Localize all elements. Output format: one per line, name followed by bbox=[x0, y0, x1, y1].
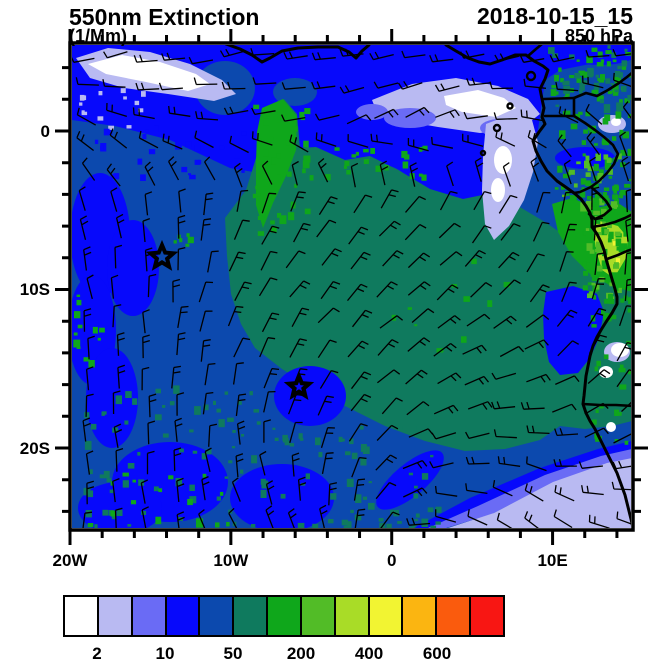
colorbar-cell bbox=[403, 597, 438, 635]
colorbar-cell bbox=[234, 597, 269, 635]
colorbar-cell bbox=[268, 597, 302, 635]
y-axis-tick-label: 20S bbox=[19, 439, 50, 458]
plot-units: (1/Mm) bbox=[69, 26, 127, 46]
colorbar-boundary-label: 400 bbox=[354, 644, 384, 663]
extinction-field bbox=[72, 45, 631, 528]
colorbar-cell bbox=[471, 597, 503, 635]
colorbar-cell bbox=[98, 597, 133, 635]
x-axis-tick-label: 10E bbox=[537, 551, 568, 570]
colorbar-boundary-label: 50 bbox=[223, 644, 243, 663]
y-axis-tick-label: 0 bbox=[40, 122, 50, 141]
colorbar-boundary-label: 10 bbox=[155, 644, 175, 663]
colorbar-cell bbox=[200, 597, 235, 635]
colorbar-cell bbox=[65, 597, 99, 635]
wind-barbs bbox=[72, 47, 631, 528]
x-axis-tick-label: 0 bbox=[386, 551, 397, 570]
y-axis-tick-label: 10S bbox=[19, 280, 50, 299]
colorbar-boundary-label: 200 bbox=[286, 644, 316, 663]
star-marker-2 bbox=[283, 371, 315, 400]
country-borders bbox=[526, 45, 631, 408]
colorbar bbox=[63, 595, 505, 637]
coastline bbox=[224, 45, 631, 526]
colorbar-cell bbox=[132, 597, 167, 635]
pressure-level: 850 hPa bbox=[564, 26, 633, 46]
colorbar-cell bbox=[335, 597, 370, 635]
star-marker-1 bbox=[145, 239, 179, 271]
colorbar-boundary-label: 2 bbox=[92, 644, 102, 663]
x-axis-tick-label: 20W bbox=[52, 551, 88, 570]
map-frame bbox=[55, 29, 648, 545]
colorbar-cell bbox=[166, 597, 201, 635]
island-outlines bbox=[479, 70, 537, 157]
valid-datetime: 2018-10-15_15 bbox=[476, 3, 633, 29]
colorbar-cell bbox=[369, 597, 404, 635]
colorbar-cell bbox=[437, 597, 472, 635]
x-axis-tick-label: 10W bbox=[213, 551, 249, 570]
plot-title: 550nm Extinction bbox=[69, 4, 260, 30]
colorbar-cell bbox=[301, 597, 336, 635]
colorbar-boundary-label: 600 bbox=[422, 644, 452, 663]
